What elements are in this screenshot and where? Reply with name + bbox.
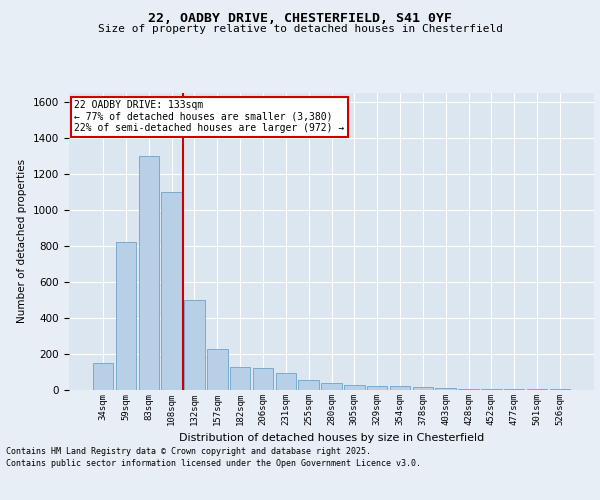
Bar — [275, 373, 296, 390]
Bar — [184, 300, 205, 390]
Bar — [367, 386, 388, 390]
Text: Size of property relative to detached houses in Chesterfield: Size of property relative to detached ho… — [97, 24, 503, 34]
Bar — [161, 192, 182, 390]
Bar — [116, 242, 136, 390]
Bar — [504, 389, 524, 390]
Bar — [298, 380, 319, 390]
Text: 22 OADBY DRIVE: 133sqm
← 77% of detached houses are smaller (3,380)
22% of semi-: 22 OADBY DRIVE: 133sqm ← 77% of detached… — [74, 100, 344, 133]
Bar — [253, 368, 273, 390]
X-axis label: Distribution of detached houses by size in Chesterfield: Distribution of detached houses by size … — [179, 434, 484, 444]
Text: Contains HM Land Registry data © Crown copyright and database right 2025.: Contains HM Land Registry data © Crown c… — [6, 448, 371, 456]
Bar — [344, 384, 365, 390]
Bar — [93, 363, 113, 390]
Bar — [481, 389, 502, 390]
Bar — [139, 156, 159, 390]
Bar — [458, 388, 479, 390]
Bar — [207, 348, 227, 390]
Bar — [230, 366, 250, 390]
Bar — [321, 383, 342, 390]
Text: 22, OADBY DRIVE, CHESTERFIELD, S41 0YF: 22, OADBY DRIVE, CHESTERFIELD, S41 0YF — [148, 12, 452, 26]
Bar — [390, 386, 410, 390]
Bar — [436, 388, 456, 390]
Y-axis label: Number of detached properties: Number of detached properties — [17, 159, 28, 324]
Bar — [413, 388, 433, 390]
Text: Contains public sector information licensed under the Open Government Licence v3: Contains public sector information licen… — [6, 459, 421, 468]
